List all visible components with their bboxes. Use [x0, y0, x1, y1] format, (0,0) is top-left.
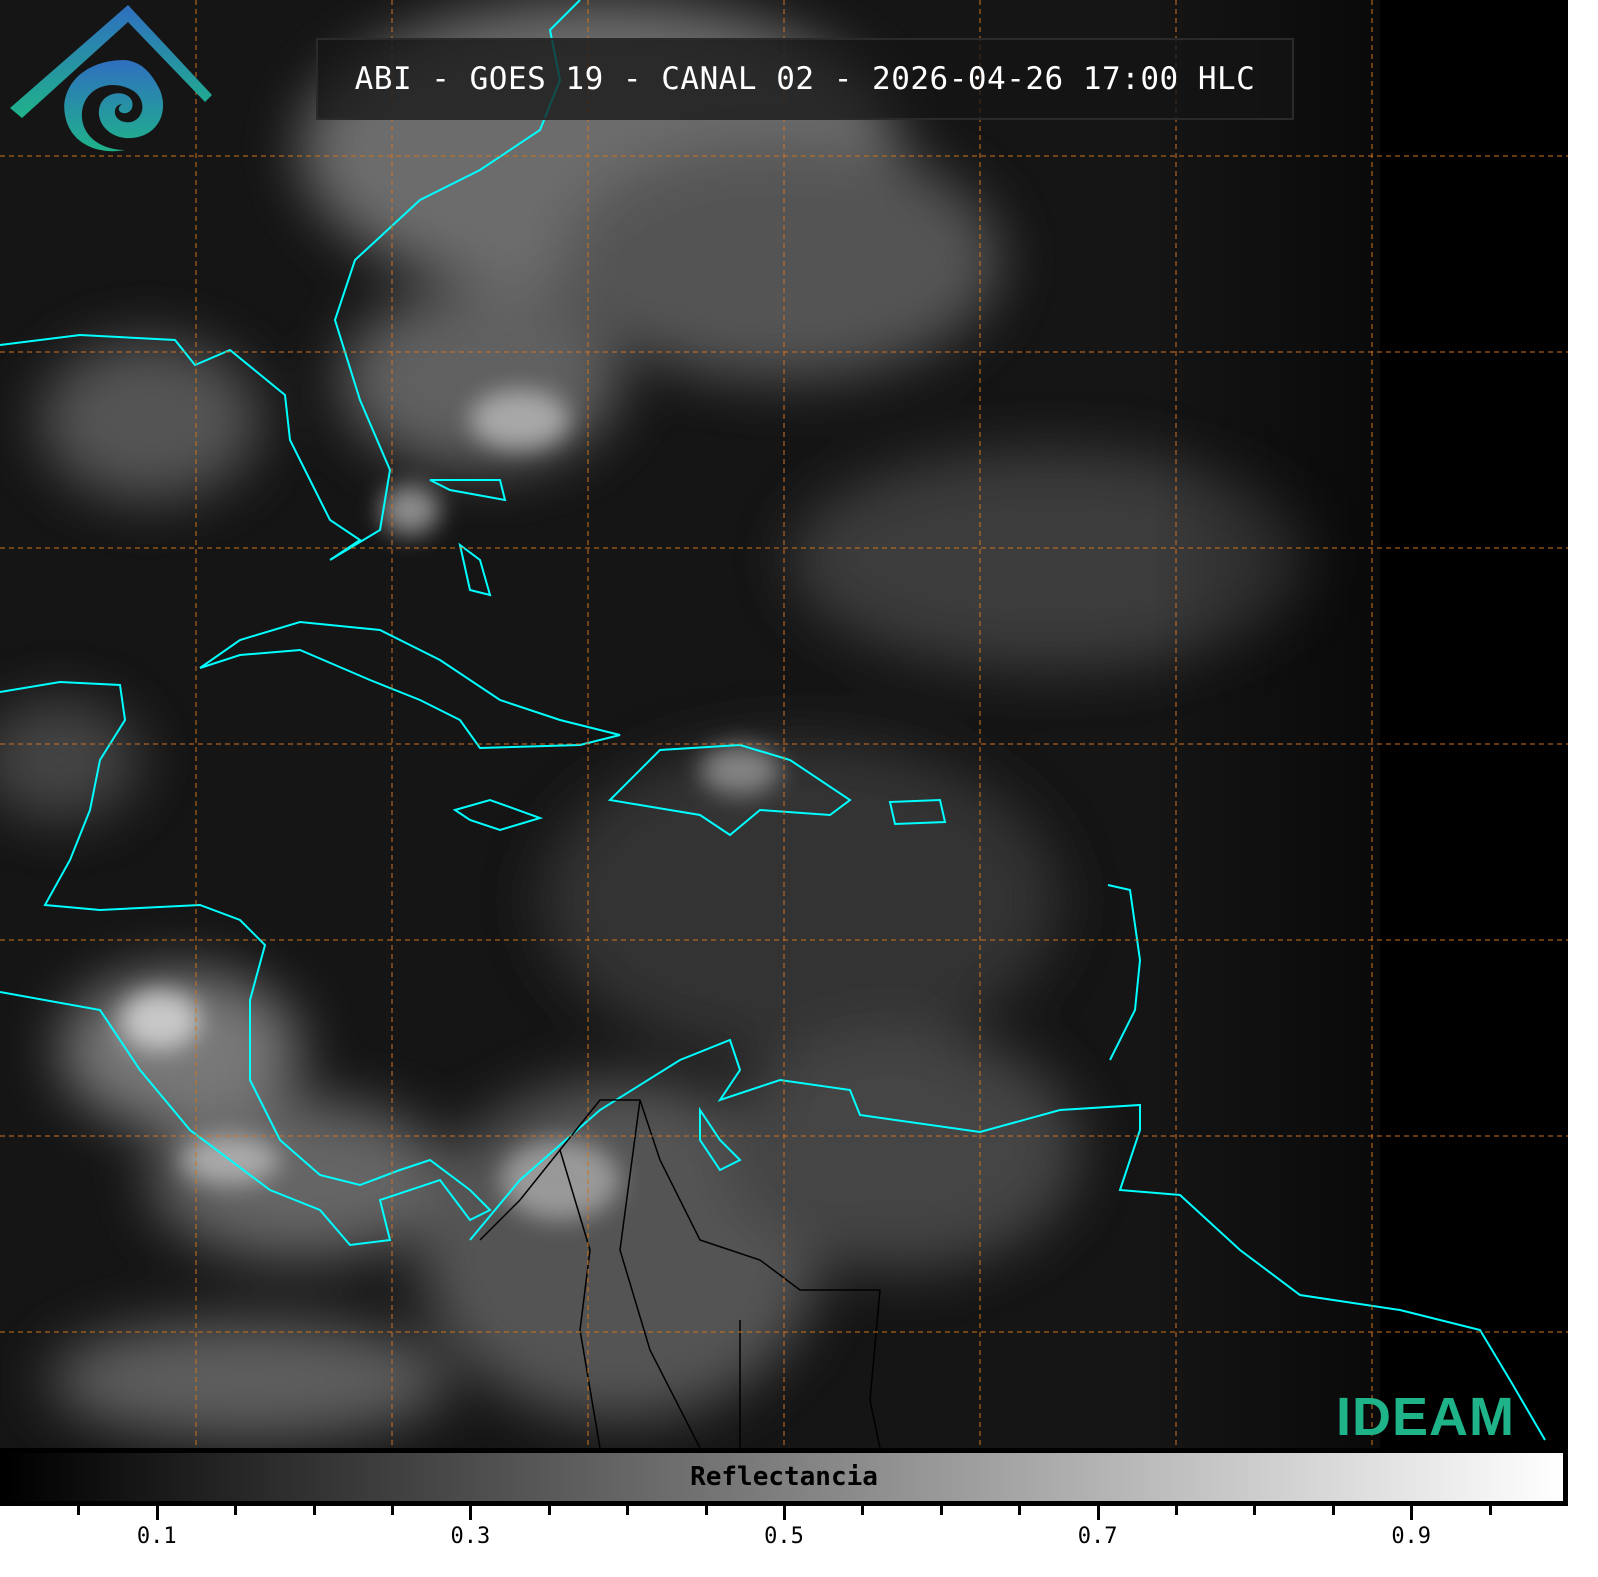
minor-tick — [1331, 1506, 1335, 1515]
country-borders — [479, 1099, 881, 1448]
minor-tick — [861, 1506, 865, 1515]
minor-tick — [1253, 1506, 1257, 1515]
logo-text: IDEAM — [1336, 1387, 1515, 1447]
image-title: ABI - GOES 19 - CANAL 02 - 2026-04-26 17… — [316, 38, 1294, 120]
minor-tick — [547, 1506, 551, 1515]
minor-tick — [939, 1506, 943, 1515]
colorbar-bar: Reflectancia — [0, 1448, 1568, 1506]
tick-label: 0.9 — [1391, 1524, 1432, 1549]
minor-tick — [1175, 1506, 1178, 1515]
minor-tick — [312, 1506, 316, 1515]
minor-tick — [704, 1506, 708, 1515]
major-tick — [469, 1506, 473, 1520]
major-tick — [1096, 1506, 1100, 1520]
coastlines — [0, 0, 1546, 1441]
ideam-logo — [10, 5, 212, 152]
tick-label: 0.5 — [764, 1524, 804, 1549]
major-tick — [155, 1506, 159, 1520]
satellite-map: ABI - GOES 19 - CANAL 02 - 2026-04-26 17… — [0, 0, 1568, 1448]
colorbar-gradient — [5, 1453, 1563, 1501]
major-tick — [783, 1506, 786, 1520]
tick-label: 0.3 — [450, 1524, 491, 1549]
colorbar-ticks: 0.1 0.3 0.5 0.7 0.9 — [0, 1506, 1568, 1577]
cloud-detail — [120, 390, 780, 1220]
minor-tick — [77, 1506, 81, 1515]
colorbar: Reflectancia 0.1 0.3 0.5 0.7 0.9 — [0, 1448, 1568, 1577]
minor-tick — [234, 1506, 238, 1515]
minor-tick — [1018, 1506, 1022, 1515]
colorbar-label: Reflectancia — [690, 1462, 878, 1492]
minor-tick — [1488, 1506, 1492, 1515]
tick-label: 0.7 — [1077, 1524, 1118, 1549]
minor-tick — [626, 1506, 630, 1515]
lat-lon-grid — [0, 0, 1568, 1448]
major-tick — [1410, 1506, 1414, 1520]
tick-label: 0.1 — [136, 1524, 177, 1549]
map-layers — [0, 0, 1568, 1448]
minor-tick — [391, 1506, 394, 1515]
